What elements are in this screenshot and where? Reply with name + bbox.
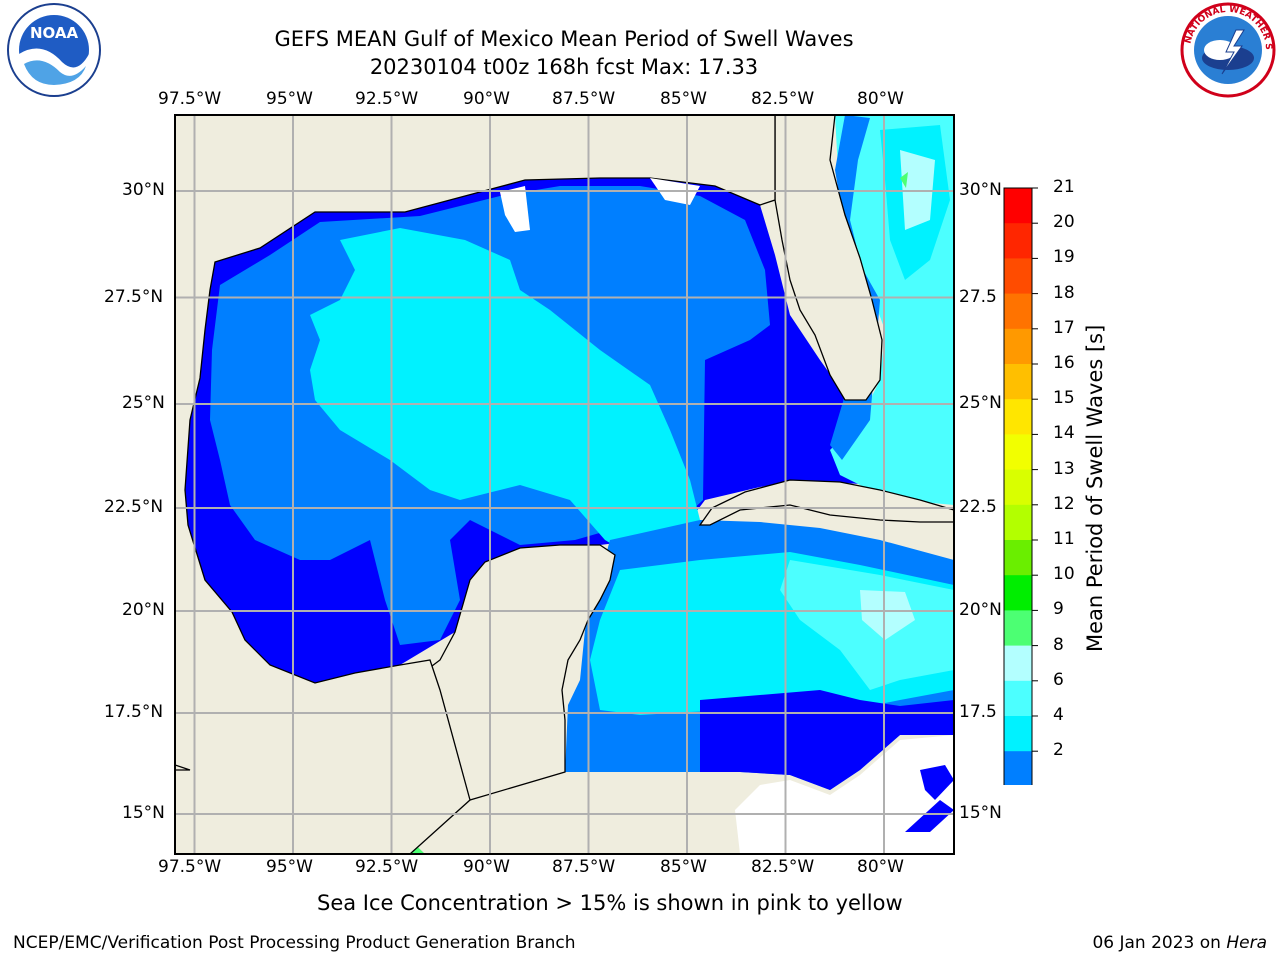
lat-label-right: 15°N (959, 803, 1002, 823)
lat-label-right: 22.5 (959, 497, 997, 517)
colorbar-segment (1004, 540, 1032, 576)
nws-logo: NATIONAL WEATHER SERVICE (1176, 2, 1276, 98)
no-data-area (735, 735, 954, 854)
lat-label-left: 25°N (122, 393, 165, 413)
colorbar-tick-label: 16 (1053, 353, 1075, 373)
colorbar-tick-label: 11 (1053, 529, 1075, 549)
colorbar-segment (1004, 680, 1032, 717)
lat-label-right: 27.5 (959, 287, 997, 307)
footer-date-text: 06 Jan 2023 on (1092, 933, 1227, 953)
graticule (175, 115, 954, 854)
colorbar-segment (1004, 188, 1032, 224)
lat-label-right: 30°N (959, 180, 1002, 200)
lon-label-bottom: 85°W (660, 857, 707, 877)
florida-land (774, 115, 883, 401)
colorbar-frame (1003, 187, 1033, 785)
lon-label-top: 90°W (463, 89, 510, 109)
colorbar-segment (1004, 293, 1032, 330)
colorbar-segment (1004, 258, 1032, 295)
sea-ice-note: Sea Ice Concentration > 15% is shown in … (317, 891, 903, 915)
north-coast-land (175, 115, 776, 854)
colorbar-tick-label: 20 (1053, 212, 1075, 233)
footer-date: 06 Jan 2023 on Hera (1092, 933, 1267, 953)
colorbar-tick-label: 15 (1053, 388, 1075, 409)
lon-label-bottom: 82.5°W (751, 857, 815, 877)
chart-subtitle: 20230104 t00z 168h fcst Max: 17.33 (369, 55, 759, 79)
colorbar-tick-label: 9 (1053, 599, 1064, 620)
colorbar-segment (1004, 434, 1032, 471)
lat-label-left: 17.5°N (104, 702, 164, 722)
lat-label-left: 22.5°N (104, 497, 164, 517)
lat-label-left: 27.5°N (104, 287, 164, 307)
lon-label-top: 92.5°W (355, 89, 419, 109)
colorbar-tick-label: 6 (1053, 669, 1064, 690)
colorbar-tick-label: 13 (1053, 458, 1075, 479)
lon-label-top: 85°W (660, 89, 707, 109)
lon-label-top: 80°W (857, 89, 904, 109)
colorbar-segment (1004, 223, 1032, 259)
lon-label-top: 95°W (266, 89, 313, 109)
lon-label-bottom: 95°W (266, 857, 313, 877)
lat-label-right: 20°N (959, 600, 1002, 620)
lon-label-top: 97.5°W (158, 89, 222, 109)
lon-label-bottom: 87.5°W (552, 857, 616, 877)
colorbar-tick-label: 4 (1053, 705, 1064, 725)
colorbar-segment (1004, 751, 1032, 785)
footer-organization: NCEP/EMC/Verification Post Processing Pr… (13, 933, 576, 953)
svg-text:NOAA: NOAA (30, 24, 79, 42)
colorbar-segment (1004, 610, 1032, 647)
colorbar-segment (1004, 645, 1032, 682)
lon-label-bottom: 80°W (857, 857, 904, 877)
colorbar-tick-label: 2 (1053, 740, 1064, 761)
lat-label-left: 30°N (122, 180, 165, 200)
colorbar-segment (1004, 575, 1032, 611)
footer-machine: Hera (1226, 933, 1267, 953)
lon-label-top: 82.5°W (751, 89, 815, 109)
lon-label-bottom: 97.5°W (158, 857, 222, 877)
colorbar-segment (1004, 399, 1032, 435)
colorbar-tick-label: 12 (1053, 493, 1075, 514)
colorbar-segment (1004, 504, 1032, 541)
colorbar-tick-label: 8 (1053, 634, 1064, 655)
colorbar-tick-label: 10 (1053, 564, 1075, 585)
map-frame (174, 114, 955, 855)
gulf-central-region (310, 228, 700, 555)
colorbar (1003, 187, 1038, 785)
colorbar-tick-label: 17 (1053, 317, 1075, 338)
colorbar-segment (1004, 328, 1032, 365)
colorbar-segment (1004, 364, 1032, 400)
colorbar-segment (1004, 469, 1032, 506)
colorbar-tick-label: 19 (1053, 247, 1075, 268)
lat-label-left: 15°N (122, 803, 165, 823)
colorbar-tick-label: 14 (1053, 423, 1075, 444)
lat-label-right: 17.5 (959, 702, 997, 722)
colorbar-label: Mean Period of Swell Waves [s] (1083, 324, 1107, 652)
colorbar-segment (1004, 716, 1032, 752)
noaa-logo: NOAA (7, 3, 101, 97)
lat-label-left: 20°N (122, 600, 165, 620)
lon-label-top: 87.5°W (552, 89, 616, 109)
colorbar-tick-label: 18 (1053, 282, 1075, 303)
chart-title: GEFS MEAN Gulf of Mexico Mean Period of … (274, 27, 854, 51)
lon-label-bottom: 90°W (463, 857, 510, 877)
lon-label-bottom: 92.5°W (355, 857, 419, 877)
colorbar-tick-label: 21 (1053, 177, 1075, 197)
lat-label-right: 25°N (959, 393, 1002, 413)
caribbean-pale-region (780, 560, 954, 690)
